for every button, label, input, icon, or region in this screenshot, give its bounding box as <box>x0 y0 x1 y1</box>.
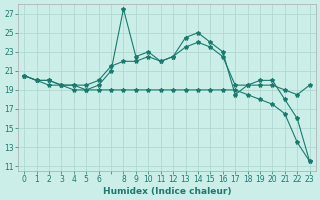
X-axis label: Humidex (Indice chaleur): Humidex (Indice chaleur) <box>103 187 231 196</box>
